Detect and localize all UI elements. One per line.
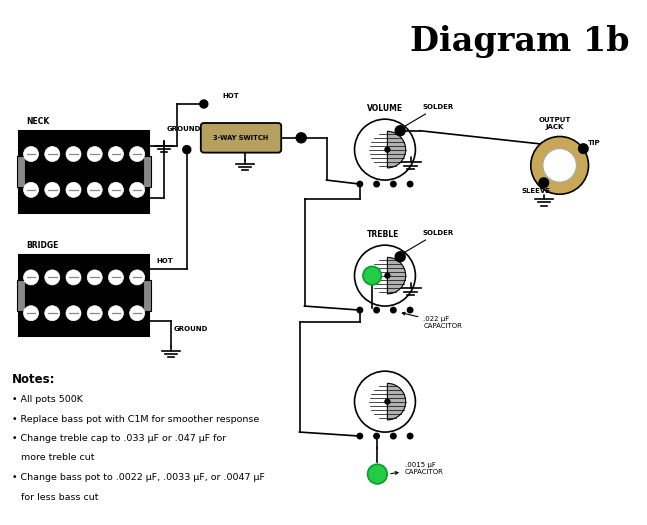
Circle shape <box>408 433 413 439</box>
Circle shape <box>45 270 60 285</box>
Text: OUTPUT
JACK: OUTPUT JACK <box>538 117 571 130</box>
Circle shape <box>87 306 102 321</box>
Circle shape <box>23 182 39 197</box>
Text: 3-WAY SWITCH: 3-WAY SWITCH <box>214 135 269 141</box>
Text: .0015 μF
CAPACITOR: .0015 μF CAPACITOR <box>391 462 444 475</box>
Bar <box>144 156 151 187</box>
Circle shape <box>23 146 39 162</box>
Circle shape <box>87 182 102 197</box>
Circle shape <box>357 307 362 313</box>
Circle shape <box>45 182 60 197</box>
Circle shape <box>129 270 145 285</box>
Circle shape <box>66 306 81 321</box>
Text: Diagram 1b: Diagram 1b <box>410 25 630 58</box>
Bar <box>17 280 25 311</box>
Circle shape <box>357 433 362 439</box>
Circle shape <box>391 307 396 313</box>
Text: SOLDER: SOLDER <box>404 104 454 127</box>
Circle shape <box>391 433 396 439</box>
Circle shape <box>129 306 145 321</box>
Circle shape <box>385 399 390 404</box>
Text: NECK: NECK <box>26 117 49 126</box>
Text: • Change treble cap to .033 μF or .047 μF for: • Change treble cap to .033 μF or .047 μ… <box>12 434 226 443</box>
Circle shape <box>374 433 379 439</box>
Text: SOLDER: SOLDER <box>404 230 454 253</box>
Circle shape <box>408 181 413 187</box>
Circle shape <box>183 145 191 154</box>
Bar <box>144 280 151 311</box>
Circle shape <box>87 146 102 162</box>
Circle shape <box>408 307 413 313</box>
Text: GROUND: GROUND <box>167 127 201 132</box>
Text: HOT: HOT <box>223 93 239 99</box>
Text: VOLUME: VOLUME <box>367 104 403 113</box>
Circle shape <box>391 181 396 187</box>
Bar <box>19 131 149 213</box>
Circle shape <box>385 147 390 152</box>
Text: GROUND: GROUND <box>174 327 208 332</box>
FancyBboxPatch shape <box>201 123 281 153</box>
Circle shape <box>374 307 379 313</box>
Circle shape <box>531 136 589 194</box>
Circle shape <box>367 464 387 484</box>
Text: for less bass cut: for less bass cut <box>12 492 98 501</box>
Circle shape <box>385 273 390 278</box>
Text: TREBLE: TREBLE <box>367 230 399 239</box>
Circle shape <box>109 270 124 285</box>
Text: BRIDGE: BRIDGE <box>26 240 58 249</box>
Text: • Change bass pot to .0022 μF, .0033 μF, or .0047 μF: • Change bass pot to .0022 μF, .0033 μF,… <box>12 473 265 482</box>
Circle shape <box>395 126 405 136</box>
Circle shape <box>357 181 362 187</box>
Circle shape <box>578 144 588 153</box>
Text: TIP: TIP <box>588 140 601 145</box>
Circle shape <box>539 178 549 187</box>
Circle shape <box>109 306 124 321</box>
Circle shape <box>109 182 124 197</box>
Text: SLEEVE: SLEEVE <box>521 188 551 194</box>
Circle shape <box>109 146 124 162</box>
Circle shape <box>23 306 39 321</box>
Circle shape <box>374 181 379 187</box>
Circle shape <box>45 146 60 162</box>
Circle shape <box>200 100 208 108</box>
Text: Notes:: Notes: <box>12 373 56 386</box>
Bar <box>19 255 149 336</box>
Circle shape <box>87 270 102 285</box>
Wedge shape <box>388 131 406 168</box>
Text: • Replace bass pot with C1M for smoother response: • Replace bass pot with C1M for smoother… <box>12 415 259 424</box>
Circle shape <box>23 270 39 285</box>
Circle shape <box>543 149 576 182</box>
Wedge shape <box>388 383 406 420</box>
Circle shape <box>129 182 145 197</box>
Circle shape <box>66 182 81 197</box>
Text: • All pots 500K: • All pots 500K <box>12 395 83 404</box>
Circle shape <box>363 267 381 285</box>
Circle shape <box>296 133 306 143</box>
Wedge shape <box>388 257 406 294</box>
Circle shape <box>66 270 81 285</box>
Text: HOT: HOT <box>157 258 173 264</box>
Text: more treble cut: more treble cut <box>12 454 94 463</box>
Circle shape <box>395 252 405 262</box>
Bar <box>17 156 25 187</box>
Circle shape <box>129 146 145 162</box>
Circle shape <box>66 146 81 162</box>
Circle shape <box>45 306 60 321</box>
Text: .022 μF
CAPACITOR: .022 μF CAPACITOR <box>402 312 462 329</box>
